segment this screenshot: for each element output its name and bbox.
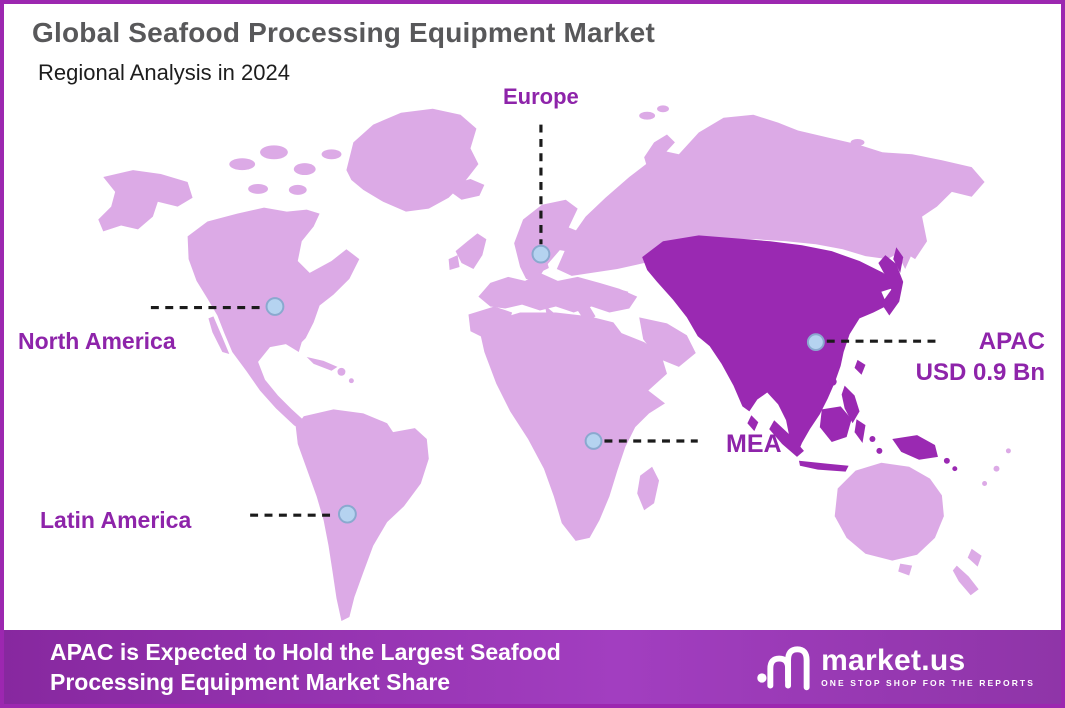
landmass-tasmania xyxy=(898,563,913,576)
landmass-turkey xyxy=(576,284,629,306)
logo-tagline: ONE STOP SHOP FOR THE REPORTS xyxy=(821,678,1035,688)
page-subtitle: Regional Analysis in 2024 xyxy=(38,60,290,85)
footer-headline-line2: Processing Equipment Market Share xyxy=(50,669,451,695)
landmass-arctic-island xyxy=(293,163,316,176)
region-label-mea: MEA xyxy=(726,430,782,458)
landmass-apac-group xyxy=(642,235,958,472)
landmass-siberian-island xyxy=(824,141,843,150)
latin-america-marker xyxy=(337,504,357,524)
landmass-hispaniola xyxy=(337,367,346,376)
world-map xyxy=(98,105,1011,621)
landmass-sri-lanka xyxy=(747,415,759,432)
region-label-north-america: North America xyxy=(18,328,176,354)
landmass-sulawesi xyxy=(854,419,866,443)
landmass-solomon xyxy=(952,466,958,472)
landmass-siberian-island xyxy=(850,138,865,146)
landmass-alaska xyxy=(98,170,193,232)
landmass-north-america xyxy=(187,207,360,437)
landmass-new-zealand-north xyxy=(967,548,982,567)
europe-marker xyxy=(531,244,551,264)
apac-label-text: APAC xyxy=(978,328,1045,355)
landmass-philippines xyxy=(841,385,860,424)
market-us-logo-icon xyxy=(757,646,810,691)
landmass-moluccas xyxy=(876,447,883,454)
landmass-sakhalin xyxy=(893,247,904,273)
region-label-latin-america: Latin America xyxy=(40,507,192,533)
landmass-asia-apac xyxy=(642,235,898,455)
landmass-iran xyxy=(639,317,696,367)
landmass-java xyxy=(798,460,849,472)
landmass-arctic-island xyxy=(288,184,307,195)
north-america-marker xyxy=(265,297,285,316)
landmass-pacific-island xyxy=(982,481,988,486)
landmass-novaya-zemlya xyxy=(644,134,675,175)
landmass-svalbard xyxy=(657,105,669,113)
landmass-south-america xyxy=(295,409,429,621)
landmass-sumatra xyxy=(769,420,804,457)
landmass-arctic-island xyxy=(229,158,256,171)
landmass-pacific-island xyxy=(1005,448,1011,454)
landmass-greenland xyxy=(346,108,479,212)
landmass-borneo xyxy=(819,406,852,442)
landmass-iceland xyxy=(450,179,485,200)
footer-headline-line1: APAC is Expected to Hold the Largest Sea… xyxy=(50,639,561,665)
landmass-cuba xyxy=(306,356,338,371)
apac-marker xyxy=(806,333,825,352)
landmass-baja xyxy=(208,316,230,354)
landmass-moluccas xyxy=(869,436,876,442)
logo-brand: market.us xyxy=(821,644,966,677)
landmass-ireland xyxy=(448,255,460,270)
mea-marker xyxy=(584,432,603,450)
footer-bar: APAC is Expected to Hold the Largest Sea… xyxy=(4,630,1061,704)
landmass-pacific-island xyxy=(993,465,1000,472)
landmass-arctic-island xyxy=(248,183,269,194)
landmass-light-group xyxy=(98,105,1011,621)
landmass-arctic-island xyxy=(260,145,288,160)
region-label-apac: APAC USD 0.9 Bn xyxy=(916,326,1045,388)
landmass-scandinavia xyxy=(514,199,584,281)
landmass-hainan xyxy=(828,377,837,386)
region-label-europe: Europe xyxy=(503,84,579,109)
landmass-svalbard xyxy=(639,111,656,120)
landmass-uk xyxy=(455,233,487,269)
landmass-solomon xyxy=(943,457,950,464)
landmass-africa xyxy=(480,312,665,541)
landmass-japan xyxy=(878,255,904,316)
landmass-new-zealand-south xyxy=(952,565,979,596)
landmass-caribbean-island xyxy=(348,378,354,384)
landmass-australia xyxy=(834,462,944,561)
page-title: Global Seafood Processing Equipment Mark… xyxy=(32,17,655,48)
market-us-logo[interactable]: market.us ONE STOP SHOP FOR THE REPORTS xyxy=(756,640,1035,694)
apac-value-text: USD 0.9 Bn xyxy=(915,359,1045,386)
leader-lines-group xyxy=(150,124,941,524)
landmass-arctic-island xyxy=(321,149,342,160)
market-us-logo-text: market.us ONE STOP SHOP FOR THE REPORTS xyxy=(821,644,1035,689)
footer-headline: APAC is Expected to Hold the Largest Sea… xyxy=(50,637,561,697)
landmass-kamchatka xyxy=(889,219,914,269)
landmass-new-guinea xyxy=(892,435,938,460)
landmass-madagascar xyxy=(637,466,660,511)
landmass-taiwan xyxy=(854,359,866,375)
